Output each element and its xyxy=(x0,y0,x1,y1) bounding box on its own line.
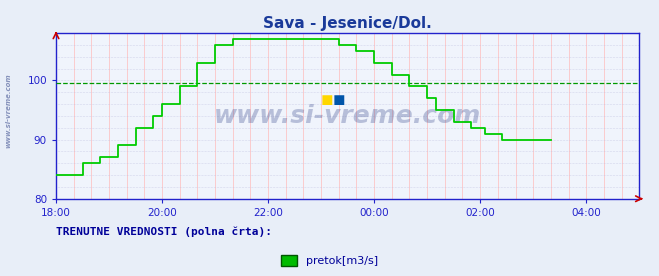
Title: Sava - Jesenice/Dol.: Sava - Jesenice/Dol. xyxy=(263,15,432,31)
Text: www.si-vreme.com: www.si-vreme.com xyxy=(5,73,12,148)
Text: TRENUTNE VREDNOSTI (polna črta):: TRENUTNE VREDNOSTI (polna črta): xyxy=(56,226,272,237)
Text: ◼: ◼ xyxy=(320,92,333,107)
Text: ◼: ◼ xyxy=(333,92,346,107)
Text: www.si-vreme.com: www.si-vreme.com xyxy=(214,104,481,128)
Legend: pretok[m3/s]: pretok[m3/s] xyxy=(276,250,383,270)
